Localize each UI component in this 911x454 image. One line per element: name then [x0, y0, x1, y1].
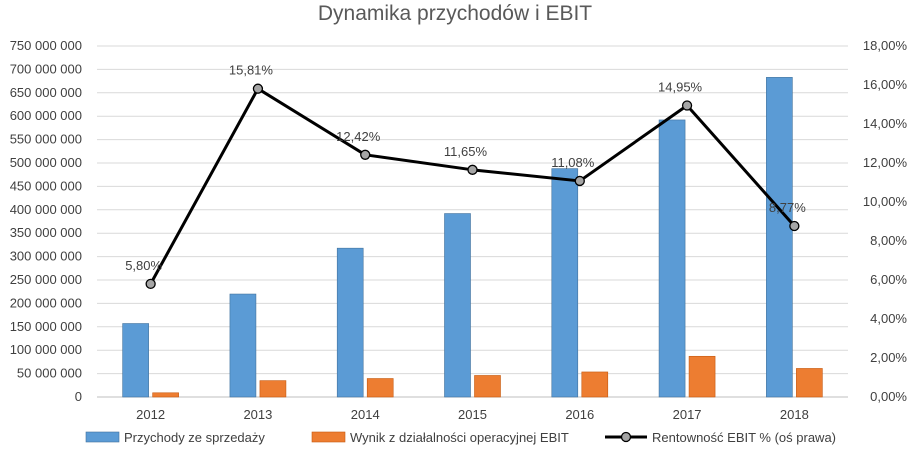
revenue-bar: [658, 119, 686, 398]
ebit-margin-point: [360, 149, 371, 160]
bars: [122, 77, 823, 398]
ebit-margin-data-label: 15,81%: [229, 63, 274, 78]
ebit-margin-data-label: 5,80%: [125, 258, 162, 273]
y-left-tick-label: 200 000 000: [10, 295, 82, 310]
x-tick-label: 2013: [243, 407, 272, 422]
revenue-bar: [336, 247, 364, 398]
ebit-bar: [152, 392, 179, 398]
legend-revenue-label: Przychody ze sprzedaży: [124, 430, 265, 445]
y-right-tick-label: 2,00%: [870, 350, 907, 365]
y-left-tick-label: 0: [75, 389, 82, 404]
y-right-tick-label: 14,00%: [863, 116, 908, 131]
ebit-margin-data-label: 11,65%: [444, 144, 488, 159]
y-right-tick-label: 6,00%: [870, 272, 907, 287]
y-right-tick-label: 12,00%: [863, 155, 908, 170]
ebit-bar: [259, 380, 287, 398]
ebit-margin-point: [252, 83, 264, 94]
ebit-margin-point: [467, 164, 478, 175]
y-left-tick-label: 250 000 000: [10, 272, 82, 287]
y-left-tick-label: 300 000 000: [10, 249, 82, 264]
y-left-tick-label: 50 000 000: [17, 366, 82, 381]
y-axis-right: 0,00% 2,00% 4,00% 6,00% 8,00% 10,00% 12,00% 14,…: [863, 38, 908, 404]
y-right-tick-label: 4,00%: [870, 311, 907, 326]
y-left-tick-label: 100 000 000: [10, 342, 82, 357]
legend-ebit-label: Wynik z działalności operacyjnej EBIT: [350, 430, 569, 445]
y-right-tick-label: 16,00%: [863, 77, 908, 92]
ebit-margin-data-label: 12,42%: [336, 129, 381, 144]
ebit-margin-point: [681, 100, 693, 111]
ebit-margin-data-label: 14,95%: [658, 79, 703, 94]
ebit-bar: [688, 355, 716, 398]
x-tick-label: 2012: [136, 407, 165, 422]
ebit-margin-point: [145, 278, 156, 290]
ebit-bar: [474, 375, 501, 398]
revenue-bar: [551, 168, 579, 398]
y-right-tick-label: 18,00%: [863, 38, 908, 53]
ebit-margin-data-label: 8,77%: [769, 200, 806, 215]
y-left-tick-label: 150 000 000: [10, 319, 82, 334]
y-right-tick-label: 0,00%: [870, 389, 907, 404]
y-axis-left: 0 50 000 000 100 000 000 150 000 000 200 000…: [10, 38, 82, 404]
legend-margin-marker: [620, 431, 632, 443]
y-left-tick-label: 700 000 000: [10, 61, 82, 76]
legend: Przychody ze sprzedaży Wynik z działalnoś…: [85, 430, 836, 445]
x-tick-label: 2018: [780, 407, 809, 422]
y-left-tick-label: 550 000 000: [10, 132, 82, 147]
ebit-margin-point: [789, 220, 800, 232]
x-tick-label: 2016: [565, 407, 594, 422]
legend-ebit-swatch: [311, 431, 346, 443]
revenue-bar: [444, 213, 471, 398]
y-left-tick-label: 450 000 000: [10, 178, 82, 193]
x-tick-label: 2014: [351, 407, 380, 422]
y-left-tick-label: 650 000 000: [10, 85, 82, 100]
y-left-tick-label: 500 000 000: [10, 155, 82, 170]
x-tick-label: 2017: [673, 407, 702, 422]
legend-margin-label: Rentowność EBIT % (oś prawa): [652, 430, 836, 445]
y-right-tick-label: 8,00%: [870, 233, 907, 248]
revenue-bar: [122, 323, 149, 398]
y-left-tick-label: 400 000 000: [10, 202, 82, 217]
ebit-margin-data-label: 11,08%: [551, 155, 595, 170]
revenue-bar: [229, 293, 257, 398]
revenue-bar: [766, 77, 793, 398]
grid: [97, 45, 848, 398]
x-axis: 2012 2013 2014 2015 2016 2017 2018: [136, 407, 809, 422]
ebit-margin-point: [574, 175, 585, 187]
y-left-tick-label: 600 000 000: [10, 108, 82, 123]
y-left-tick-label: 350 000 000: [10, 225, 82, 240]
ebit-bar: [581, 371, 609, 398]
chart-title: Dynamika przychodów i EBIT: [318, 2, 592, 25]
legend-revenue-swatch: [85, 431, 120, 443]
ebit-line: 5,80% 15,81% 12,42% 11,65% 11,08% 14,95% 8,77%: [125, 63, 806, 290]
y-right-tick-label: 10,00%: [863, 194, 908, 209]
x-tick-label: 2015: [458, 407, 487, 422]
y-left-tick-label: 750 000 000: [10, 38, 82, 53]
ebit-bar: [796, 368, 823, 398]
ebit-bar: [366, 378, 394, 398]
